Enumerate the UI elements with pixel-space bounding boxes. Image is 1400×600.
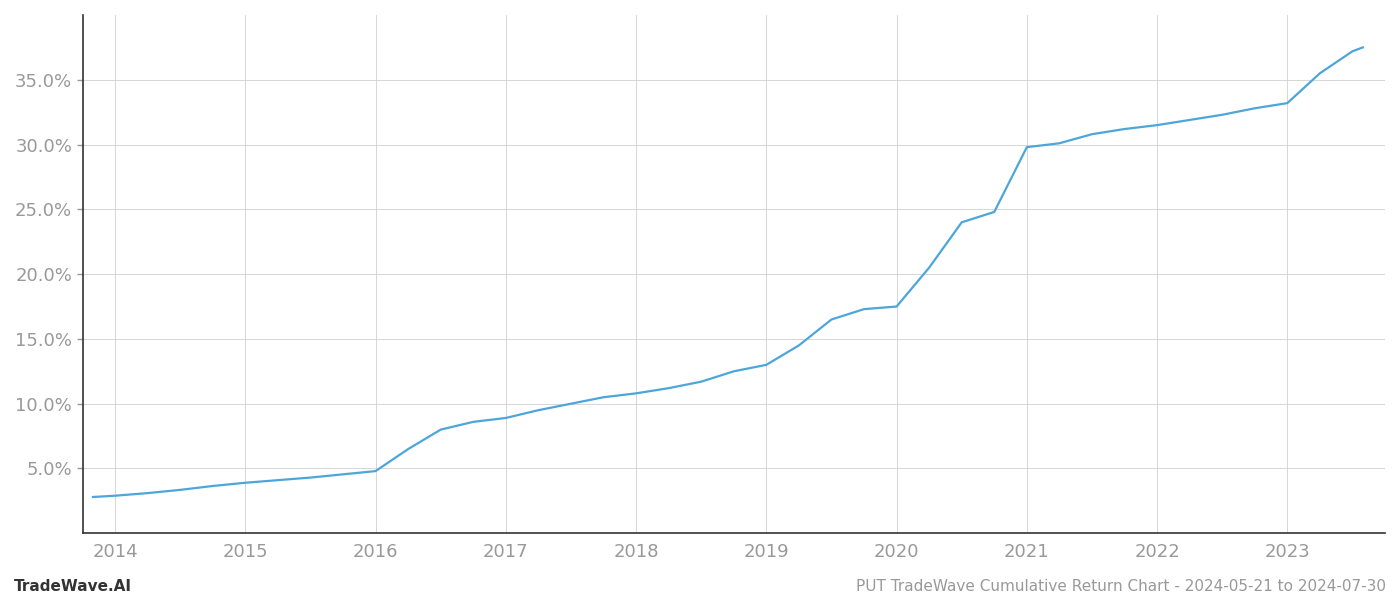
Text: TradeWave.AI: TradeWave.AI <box>14 579 132 594</box>
Text: PUT TradeWave Cumulative Return Chart - 2024-05-21 to 2024-07-30: PUT TradeWave Cumulative Return Chart - … <box>855 579 1386 594</box>
